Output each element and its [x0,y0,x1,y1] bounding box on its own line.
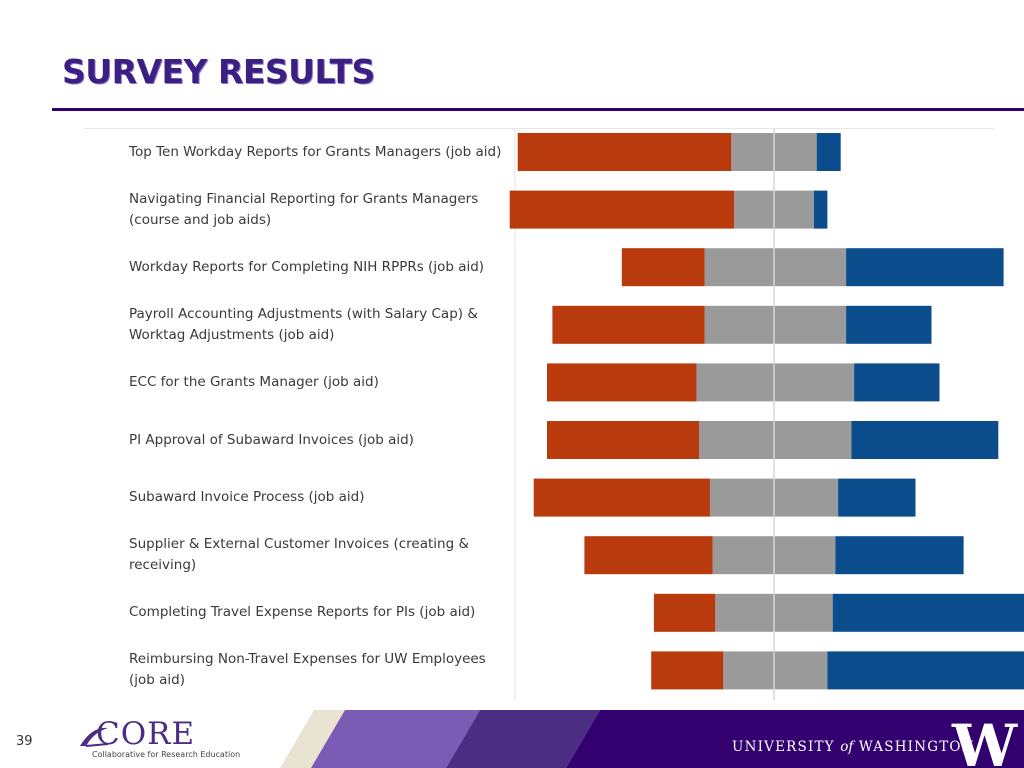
category-label: Completing Travel Expense Reports for PI… [129,604,476,621]
bar-segment-negative [509,190,734,229]
bar-segment-neutral-left-half [699,421,774,459]
title-divider [52,108,1024,111]
bar-segment-negative [547,421,700,459]
bar-segment-neutral-right-half [774,190,814,229]
bar-segment-neutral-left-half [704,305,774,344]
footer-band [0,710,1024,768]
bar-segment-neutral-right-half [774,248,847,287]
bar-segment-neutral-right-half [774,536,836,575]
category-label: PI Approval of Subaward Invoices (job ai… [129,431,414,448]
bar-segment-negative [552,305,705,344]
category-label: Subaward Invoice Process (job aid) [129,489,365,506]
bar-segment-positive [851,421,999,459]
bar-segment-positive [846,305,932,344]
category-label: Supplier & External Customer Invoices (c… [129,536,469,574]
bar-segment-neutral-left-half [712,536,774,575]
svg-text:W: W [951,716,1018,768]
bar-segment-negative [584,536,713,575]
bar-segment-positive [838,478,916,517]
bar-segment-neutral-left-half [704,248,774,287]
category-label: Payroll Accounting Adjustments (with Sal… [129,305,478,343]
bar-segment-neutral-left-half [731,133,774,171]
bar-segment-negative [533,478,710,517]
bar-segment-neutral-right-half [774,478,839,517]
page-number: 39 [16,734,33,749]
bar-segment-positive [814,190,828,229]
bar-segment-neutral-right-half [774,305,847,344]
bar-segment-positive [832,593,1024,632]
bar-segment-neutral-left-half [709,478,774,517]
core-logo-text: CORE [96,716,196,752]
uw-w-logo-icon: W [951,716,1018,768]
bar-segment-positive [854,363,940,402]
bar-segment-positive [846,248,1004,287]
bar-segment-negative [651,651,724,690]
bar-segment-neutral-left-half [715,593,774,632]
category-label: Top Ten Workday Reports for Grants Manag… [129,143,502,160]
bar-segment-neutral-right-half [774,593,833,632]
bar-segment-negative [653,593,716,632]
core-subtitle: Collaborative for Research Education [92,750,241,759]
bar-segment-positive [816,133,841,171]
category-label: Workday Reports for Completing NIH RPPRs… [129,258,485,275]
category-label: Reimbursing Non-Travel Expenses for UW E… [129,651,486,689]
bar-segment-neutral-right-half [774,363,855,402]
bar-segment-positive [827,651,1024,690]
bar-segment-positive [835,536,964,575]
category-label: ECC for the Grants Manager (job aid) [129,373,379,390]
core-logo-icon [80,727,109,747]
bar-segment-neutral-right-half [774,133,817,171]
university-name: UNIVERSITY of WASHINGTON [732,739,975,755]
bar-segment-negative [621,248,705,287]
page-title: SURVEY RESULTS [62,52,375,91]
bar-segment-negative [517,133,732,171]
category-label: Navigating Financial Reporting for Grant… [129,190,479,228]
bar-segment-neutral-left-half [723,651,774,690]
bar-segment-neutral-left-half [734,190,774,229]
bar-segment-neutral-left-half [696,363,774,402]
bar-segment-neutral-right-half [774,421,852,459]
bar-segment-neutral-right-half [774,651,828,690]
bar-segment-negative [547,363,697,402]
